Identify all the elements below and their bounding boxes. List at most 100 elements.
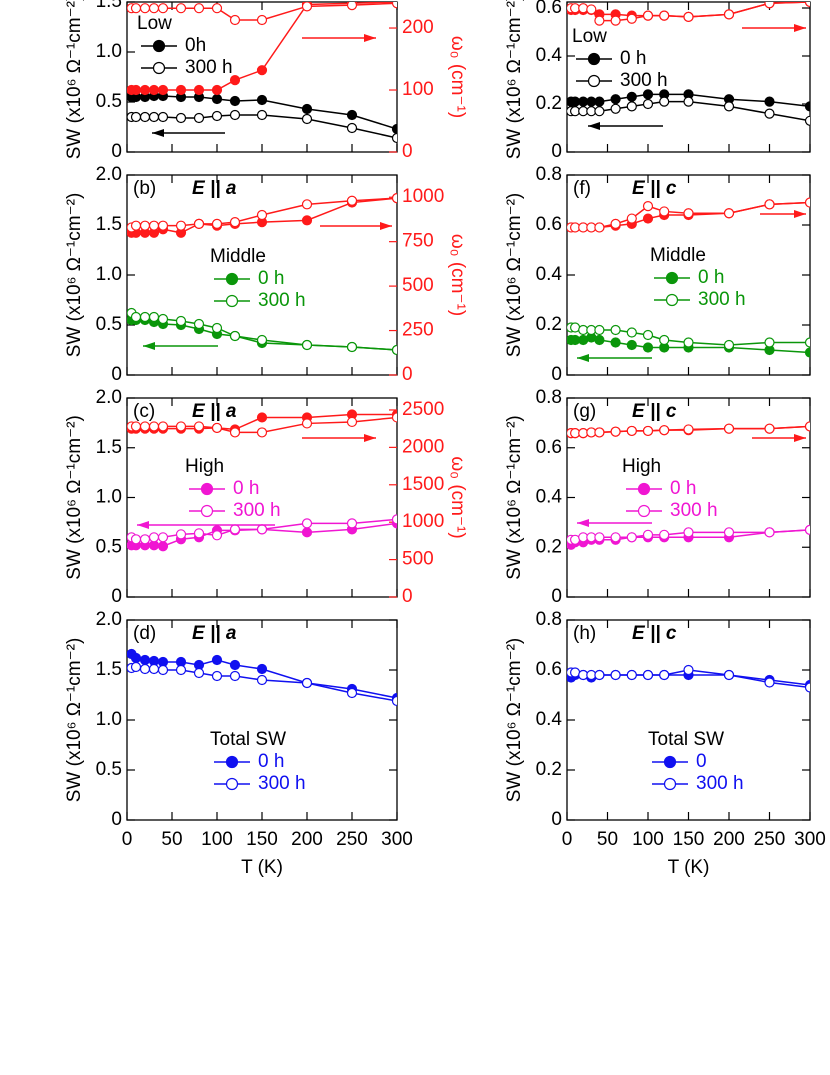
data-point	[594, 222, 605, 233]
data-point	[610, 103, 621, 114]
data-point	[193, 218, 205, 229]
panel-tag: (c)	[133, 401, 155, 422]
data-point	[211, 110, 223, 122]
data-point	[193, 528, 205, 539]
data-point	[229, 14, 241, 26]
y2-axis-label: ω₀ (cm⁻¹)	[447, 456, 468, 538]
data-point	[229, 330, 241, 342]
legend-label: 300 h	[185, 57, 233, 78]
data-point	[594, 669, 605, 681]
data-point	[193, 421, 205, 432]
data-point	[256, 109, 268, 121]
data-point	[610, 94, 621, 105]
data-point	[804, 337, 810, 348]
y2-axis-label: ω₀ (cm⁻¹)	[447, 234, 468, 316]
data-point	[175, 529, 187, 540]
data-point	[139, 111, 151, 123]
legend-title: Low	[137, 13, 172, 34]
field-label: E || c	[632, 178, 677, 199]
data-point	[723, 101, 735, 112]
data-point	[229, 109, 241, 121]
data-point	[723, 669, 735, 681]
data-point	[626, 532, 637, 543]
data-point	[804, 682, 810, 693]
y-tick-label: 1.0	[96, 41, 122, 62]
data-point	[130, 3, 142, 14]
data-point	[642, 529, 654, 540]
legend-label: 0h	[185, 35, 206, 56]
legend-label: 300 h	[696, 773, 744, 794]
y2-tick-label: 0	[402, 586, 413, 607]
legend-title: Total SW	[210, 729, 286, 750]
y-tick-label: 1.5	[96, 0, 122, 12]
data-point	[346, 341, 358, 353]
data-point	[594, 324, 605, 336]
legend-marker	[637, 482, 651, 496]
data-point	[301, 677, 313, 689]
x-axis-label: T (K)	[668, 857, 710, 878]
legend-title: Middle	[210, 246, 266, 267]
y-axis-label: SW (x10⁶ Ω⁻¹cm⁻²)	[504, 638, 525, 803]
arrow-head	[577, 519, 589, 527]
data-point	[391, 2, 397, 9]
data-point	[659, 10, 670, 21]
y-tick-label: 0.8	[536, 164, 562, 185]
data-point	[764, 677, 775, 688]
data-point	[157, 3, 169, 14]
data-point	[764, 2, 775, 9]
y-axis-label: SW (x10⁶ Ω⁻¹cm⁻²)	[64, 638, 85, 803]
x-axis-label: T (K)	[241, 857, 283, 878]
data-point	[148, 111, 160, 123]
data-point	[659, 425, 670, 436]
legend-marker	[665, 293, 679, 307]
y-tick-label: 0.2	[536, 93, 562, 114]
arrow-head	[794, 434, 806, 442]
arrow-head	[137, 521, 149, 529]
arrow-head	[380, 222, 392, 230]
legend-title: Low	[572, 26, 607, 47]
panel-tag: (h)	[573, 623, 596, 644]
y-tick-label: 2.0	[96, 609, 122, 630]
data-point	[391, 344, 397, 356]
legend-marker	[663, 777, 677, 791]
data-point	[193, 112, 205, 124]
data-point	[659, 334, 670, 346]
data-point	[193, 3, 205, 14]
y2-tick-label: 0	[402, 141, 413, 162]
data-point	[804, 115, 810, 126]
data-point	[256, 427, 268, 438]
data-point	[139, 84, 151, 96]
y-tick-label: 2.0	[96, 387, 122, 408]
y-axis-label: SW (x10⁶ Ω⁻¹cm⁻²)	[64, 415, 85, 580]
data-point	[346, 687, 358, 699]
data-point	[723, 527, 735, 538]
data-point	[626, 101, 637, 112]
data-point	[157, 532, 169, 543]
legend-label: 0 h	[233, 478, 259, 499]
data-point	[610, 532, 621, 543]
data-point	[139, 3, 151, 14]
data-point	[301, 527, 313, 538]
legend-label: 300 h	[670, 500, 718, 521]
x-tick-label: 150	[246, 829, 278, 850]
data-point	[594, 96, 605, 107]
y-tick-label: 0.4	[536, 264, 563, 285]
data-point	[148, 220, 160, 231]
data-point	[804, 347, 810, 358]
data-point	[130, 84, 142, 96]
legend-marker	[152, 39, 166, 53]
data-point	[130, 534, 142, 545]
data-point	[723, 9, 735, 20]
data-point	[211, 3, 223, 14]
data-point	[130, 652, 142, 664]
x-tick-label: 200	[713, 829, 745, 850]
field-label: E || c	[632, 401, 677, 422]
data-point	[642, 10, 654, 21]
data-point	[626, 13, 637, 24]
legend-label: 300 h	[620, 70, 668, 91]
data-point	[626, 339, 637, 351]
data-point	[211, 670, 223, 682]
data-point	[130, 661, 142, 673]
data-point	[157, 313, 169, 325]
data-point	[804, 2, 810, 8]
